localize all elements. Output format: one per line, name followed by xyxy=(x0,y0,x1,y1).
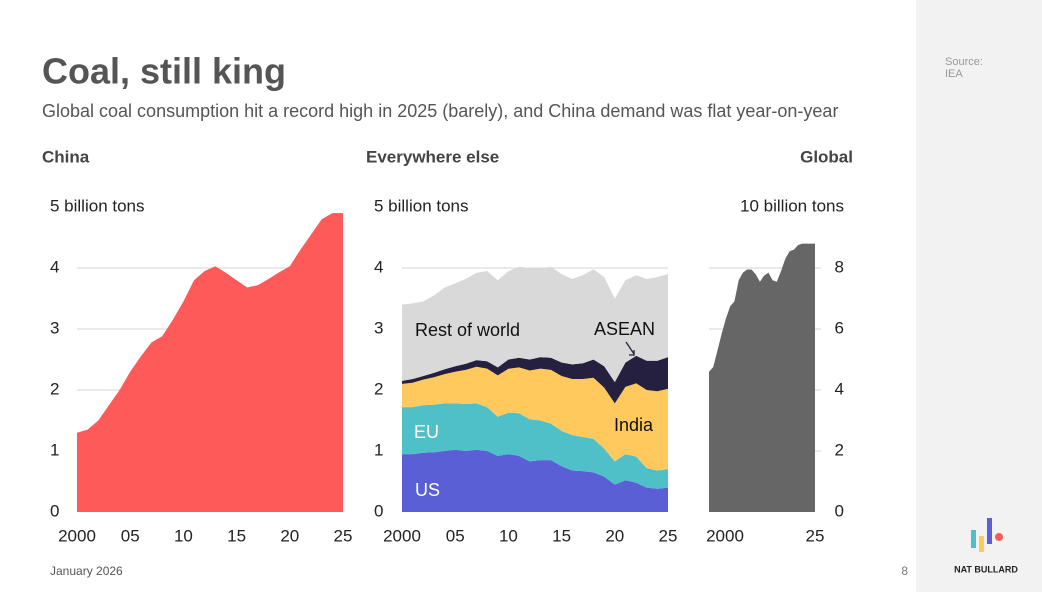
x-tick-label: 20 xyxy=(280,526,299,545)
series-label: US xyxy=(415,480,440,500)
y-tick-label: 1 xyxy=(50,440,59,459)
y-tick-label: 4 xyxy=(50,257,59,276)
y-tick-label: 2 xyxy=(50,379,59,398)
y-tick-label: 5 billion tons xyxy=(50,196,145,215)
y-tick-label: 4 xyxy=(835,379,844,398)
series-label: Rest of world xyxy=(415,320,520,340)
y-tick-label: 3 xyxy=(50,318,59,337)
area xyxy=(402,449,668,512)
x-tick-label: 25 xyxy=(334,526,353,545)
x-tick-label: 2000 xyxy=(58,526,96,545)
y-tick-label: 0 xyxy=(374,501,383,520)
series-label: ASEAN xyxy=(594,319,655,339)
series-label: EU xyxy=(414,422,439,442)
logo-bar xyxy=(979,536,984,552)
x-tick-label: 20 xyxy=(605,526,624,545)
area xyxy=(402,266,668,383)
source-label: Source: xyxy=(945,56,983,68)
logo-dot xyxy=(995,533,1003,541)
slide-subtitle: Global coal consumption hit a record hig… xyxy=(42,101,838,121)
area xyxy=(402,403,668,489)
chart-title: Global xyxy=(800,147,853,166)
source: IEA xyxy=(945,68,963,80)
x-tick-label: 2000 xyxy=(706,526,744,545)
x-tick-label: 25 xyxy=(659,526,678,545)
area xyxy=(77,213,343,512)
area xyxy=(709,243,815,512)
y-tick-label: 5 billion tons xyxy=(374,196,469,215)
chart-title: Everywhere else xyxy=(366,147,499,166)
logo-bar xyxy=(971,530,976,548)
y-tick-label: 4 xyxy=(374,257,383,276)
slide-title: Coal, still king xyxy=(42,51,286,92)
x-tick-label: 2000 xyxy=(383,526,421,545)
x-tick-label: 15 xyxy=(552,526,571,545)
y-tick-label: 2 xyxy=(374,379,383,398)
sidebar xyxy=(916,0,1042,592)
y-tick-label: 6 xyxy=(835,318,844,337)
y-tick-label: 1 xyxy=(374,440,383,459)
chart-title: China xyxy=(42,147,90,166)
annotation-arrow xyxy=(625,341,635,356)
x-tick-label: 05 xyxy=(121,526,140,545)
x-tick-label: 15 xyxy=(227,526,246,545)
date: January 2026 xyxy=(50,564,123,578)
x-tick-label: 25 xyxy=(806,526,825,545)
area xyxy=(402,366,668,471)
x-tick-label: 10 xyxy=(174,526,193,545)
y-tick-label: 8 xyxy=(835,257,844,276)
brand: NAT BULLARD xyxy=(954,564,1018,574)
y-tick-label: 0 xyxy=(50,501,59,520)
logo-bar xyxy=(987,518,992,544)
logo xyxy=(971,518,1003,552)
x-tick-label: 10 xyxy=(499,526,518,545)
x-tick-label: 05 xyxy=(446,526,465,545)
page-number: 8 xyxy=(901,564,908,578)
area xyxy=(402,355,668,404)
y-tick-label: 0 xyxy=(835,501,844,520)
y-tick-label: 10 billion tons xyxy=(740,196,844,215)
y-tick-label: 3 xyxy=(374,318,383,337)
series-label: India xyxy=(614,415,654,435)
y-tick-label: 2 xyxy=(835,440,844,459)
